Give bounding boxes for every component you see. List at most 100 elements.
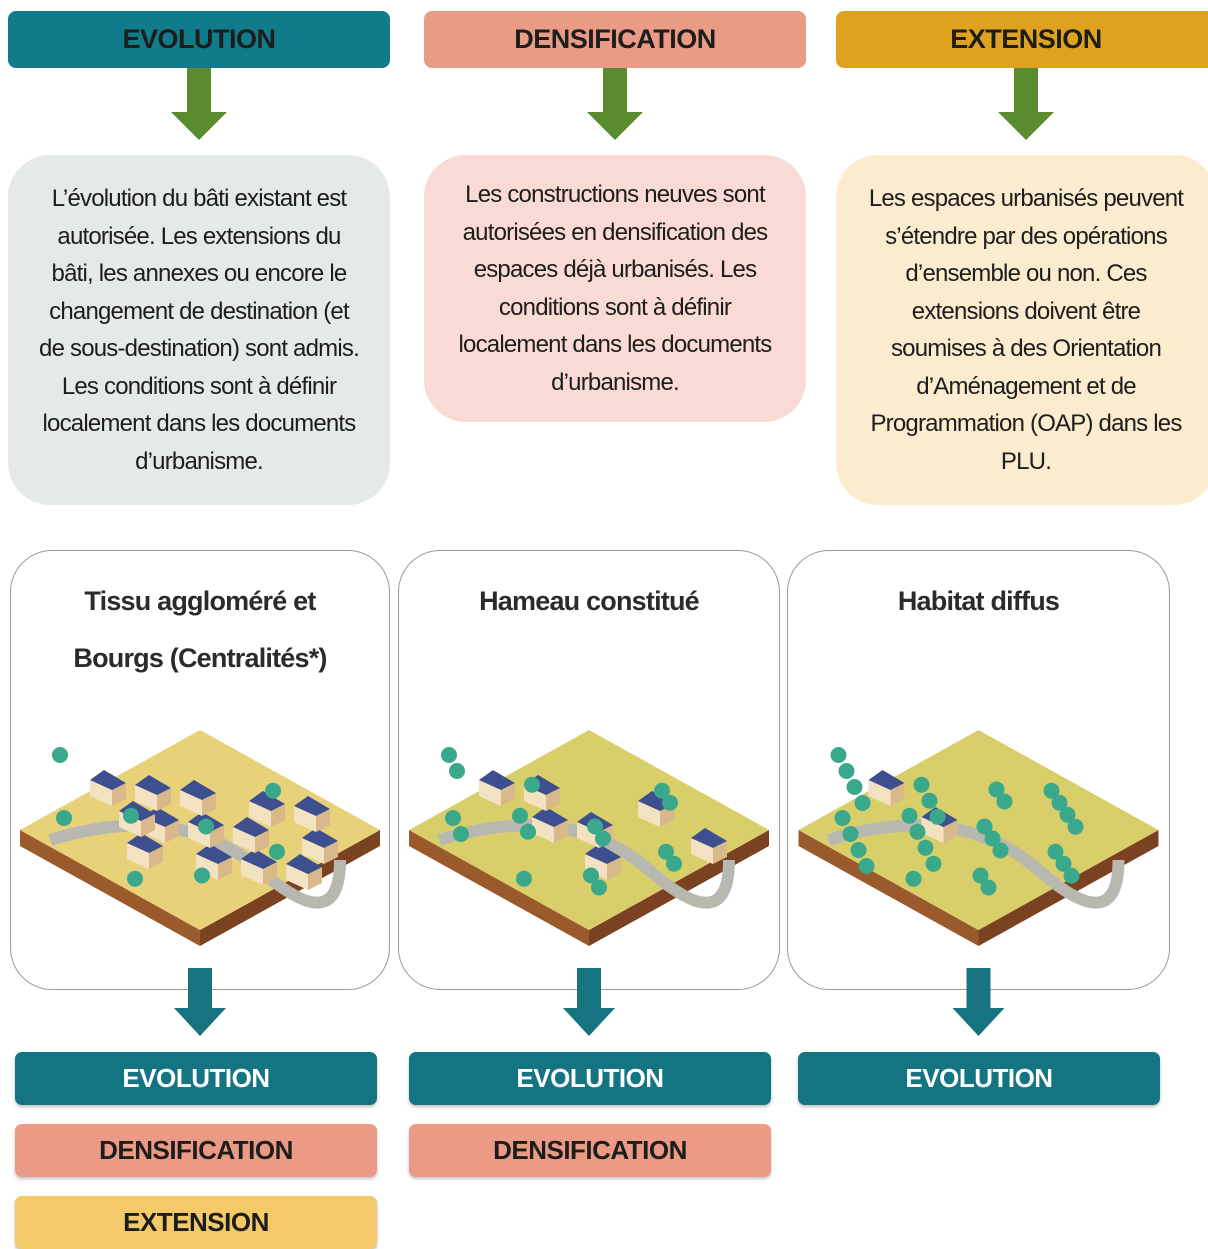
house-wall [943, 820, 958, 843]
header-box: EXTENSION [836, 11, 1208, 68]
house-roof [241, 849, 277, 869]
house-roof [479, 770, 515, 790]
illustration [798, 730, 1159, 946]
arrow-shaft [966, 968, 991, 1008]
house-wall [546, 788, 560, 811]
house-roof [691, 828, 727, 848]
house-wall [233, 827, 255, 853]
tree [1047, 843, 1064, 860]
arrow-head [171, 112, 227, 140]
tree [980, 879, 997, 896]
house-wall [263, 862, 277, 885]
house-wall [188, 822, 210, 848]
house-roof [532, 807, 568, 827]
tree [1059, 806, 1076, 823]
house-wall [165, 820, 179, 843]
tree [265, 782, 281, 799]
tree [127, 870, 143, 887]
house-wall [302, 838, 324, 864]
panel-title: Hameau constitué [479, 586, 700, 616]
house-wall [890, 783, 905, 806]
tree [1063, 867, 1080, 884]
house-wall [501, 783, 515, 806]
tree [654, 782, 670, 799]
ground-side [409, 830, 589, 946]
house-roof [135, 775, 171, 795]
description-box: L’évolution du bâti existant est autoris… [8, 155, 390, 505]
tree [850, 842, 867, 858]
tree [992, 842, 1009, 859]
tree [901, 807, 918, 824]
house-wall [112, 783, 126, 806]
tree [858, 858, 875, 874]
house-wall [157, 788, 171, 811]
house-wall [691, 838, 713, 864]
tree [662, 794, 678, 811]
road [437, 819, 735, 909]
house-wall [135, 785, 157, 811]
tree [520, 823, 536, 840]
tag: EVOLUTION [15, 1052, 377, 1105]
description-box: Les constructions neuves sont autorisées… [424, 155, 806, 422]
house-wall [249, 801, 271, 827]
panel-title: Tissu aggloméré et Bourgs (Centralités*) [73, 586, 327, 673]
tree [905, 870, 922, 887]
tag: EVOLUTION [798, 1052, 1160, 1105]
house-wall [479, 780, 501, 806]
house-wall [294, 806, 316, 832]
house-wall [218, 857, 232, 880]
house-wall [554, 820, 568, 843]
tree [1067, 818, 1084, 835]
tree [846, 779, 863, 795]
tree [842, 826, 859, 842]
house-roof [294, 796, 330, 816]
arrow-head [563, 1008, 615, 1036]
house-wall [90, 780, 112, 806]
house-wall [286, 864, 308, 890]
tree [658, 843, 674, 860]
tree [854, 795, 871, 811]
tree [830, 747, 847, 763]
house-wall [532, 817, 554, 843]
house-wall [149, 846, 163, 869]
house-roof [180, 780, 216, 800]
house-wall [324, 841, 338, 864]
house-roof [585, 844, 621, 864]
tag: DENSIFICATION [15, 1124, 377, 1177]
house-wall [141, 814, 155, 837]
tree [834, 810, 851, 826]
house-wall [127, 843, 149, 869]
header-box: EVOLUTION [8, 11, 390, 68]
tree [591, 879, 607, 896]
arrow-shaft [187, 68, 211, 112]
road [826, 819, 1125, 909]
tree [984, 830, 1001, 847]
house-wall [607, 857, 621, 880]
header-box: DENSIFICATION [424, 11, 806, 68]
tree [988, 781, 1005, 798]
tree [917, 839, 934, 856]
house-roof [868, 770, 905, 790]
house-roof [233, 817, 269, 837]
tag: EXTENSION [15, 1196, 377, 1249]
house-wall [585, 854, 607, 880]
arrow-head [952, 1008, 1005, 1036]
house-roof [302, 828, 338, 848]
house-wall [316, 809, 330, 832]
panel-title: Habitat diffus [897, 586, 1060, 616]
tree [1055, 855, 1072, 872]
house-roof [286, 854, 322, 874]
tree [453, 826, 469, 842]
tree [666, 855, 682, 872]
tree [198, 818, 214, 835]
tree [194, 867, 210, 884]
tree [123, 807, 139, 824]
house-roof [143, 807, 179, 827]
ground-side [20, 830, 200, 946]
tree [52, 747, 68, 763]
tag: DENSIFICATION [409, 1124, 771, 1177]
house-roof [127, 833, 163, 853]
illustration [409, 730, 769, 946]
